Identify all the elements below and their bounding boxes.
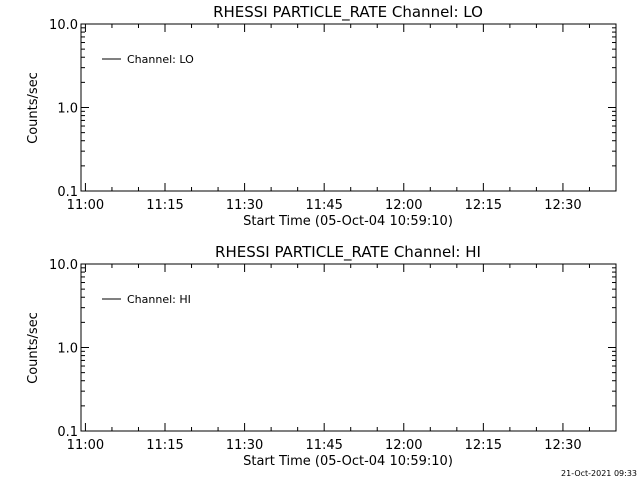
- legend-label: Channel: LO: [127, 53, 194, 66]
- x-tick-label: 12:00: [385, 438, 422, 453]
- x-tick-label: 11:45: [305, 438, 342, 453]
- chart-title: RHESSI PARTICLE_RATE Channel: LO: [213, 3, 483, 22]
- y-tick-label: 0.1: [57, 185, 78, 200]
- chart-panel-lo: RHESSI PARTICLE_RATE Channel: LO Counts/…: [26, 3, 617, 229]
- y-axis-label: Counts/sec: [26, 312, 41, 384]
- y-tick-label: 1.0: [57, 342, 78, 357]
- x-tick-label: 12:15: [465, 198, 502, 213]
- x-tick-label: 12:30: [544, 438, 581, 453]
- x-tick-label: 11:45: [305, 198, 342, 213]
- x-tick-label: 12:30: [544, 198, 581, 213]
- y-tick-label: 1.0: [57, 102, 78, 117]
- y-tick-label: 10.0: [49, 18, 78, 33]
- x-axis-label: Start Time (05-Oct-04 10:59:10): [243, 214, 453, 229]
- x-tick-label: 11:00: [67, 198, 104, 213]
- x-tick-label: 12:00: [385, 198, 422, 213]
- x-tick-label: 11:30: [226, 438, 263, 453]
- y-tick-label: 10.0: [49, 258, 78, 273]
- x-axis-label: Start Time (05-Oct-04 10:59:10): [243, 454, 453, 469]
- legend-label: Channel: HI: [127, 293, 191, 306]
- x-tick-label: 12:15: [465, 438, 502, 453]
- y-tick-label: 0.1: [57, 425, 78, 440]
- chart-panel-hi: RHESSI PARTICLE_RATE Channel: HI Counts/…: [26, 243, 617, 469]
- x-tick-label: 11:15: [146, 438, 183, 453]
- x-tick-label: 11:00: [67, 438, 104, 453]
- footer-timestamp: 21-Oct-2021 09:33: [561, 469, 637, 478]
- x-tick-label: 11:15: [146, 198, 183, 213]
- y-axis-label: Counts/sec: [26, 72, 41, 144]
- chart-title: RHESSI PARTICLE_RATE Channel: HI: [215, 243, 481, 262]
- x-tick-label: 11:30: [226, 198, 263, 213]
